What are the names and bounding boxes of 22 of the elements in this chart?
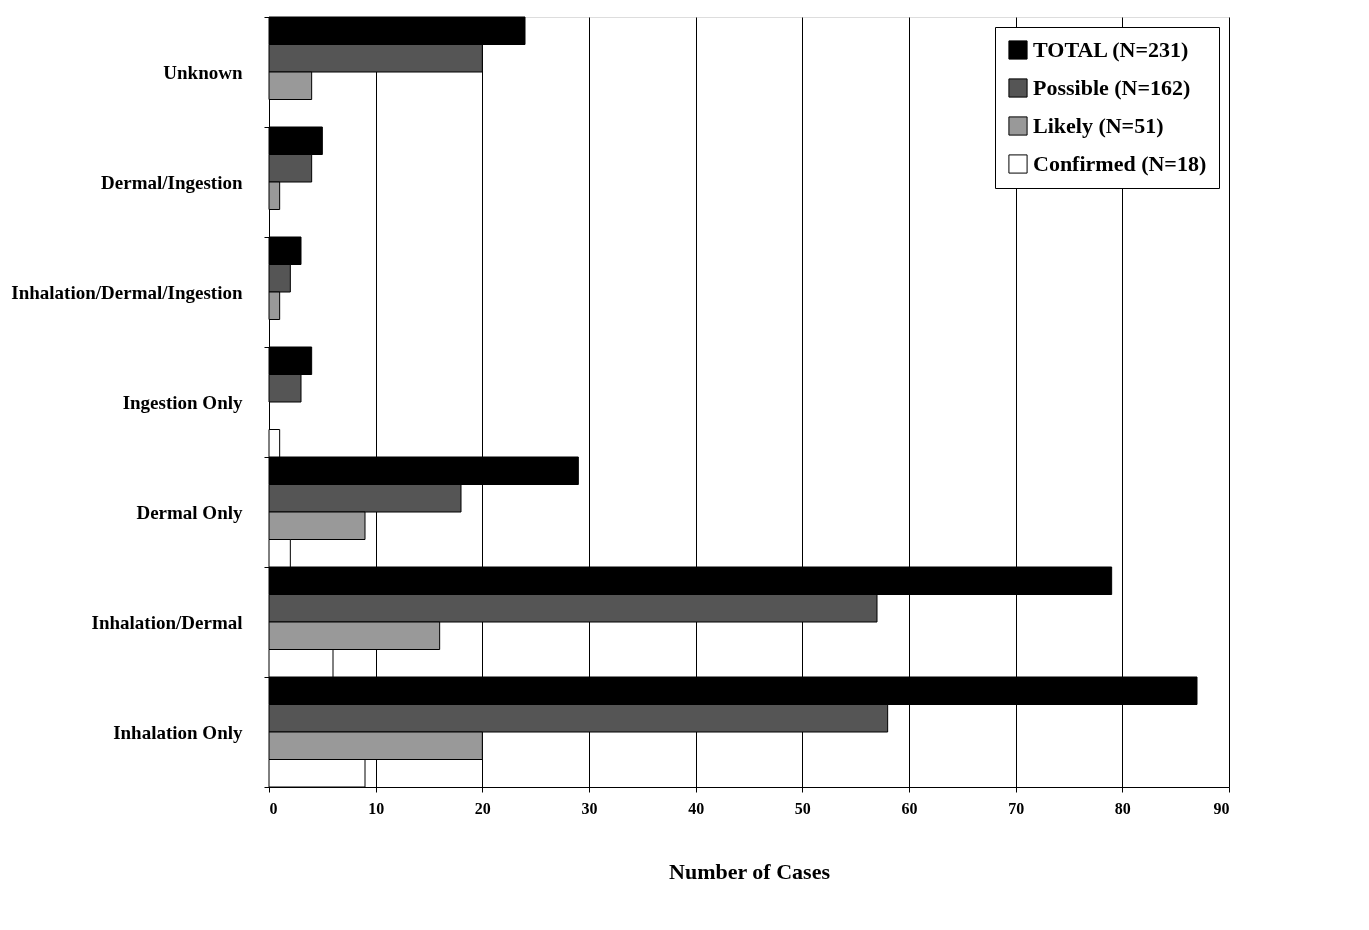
x-axis-title: Number of Cases — [669, 858, 831, 884]
y-tick-label: Inhalation/Dermal/Ingestion — [11, 281, 243, 303]
legend-label: TOTAL (N=231) — [1033, 37, 1189, 62]
x-tick-label: 50 — [794, 799, 811, 817]
x-tick-label: 60 — [901, 799, 918, 817]
x-tick-label: 80 — [1114, 799, 1131, 817]
x-tick-label: 30 — [581, 799, 598, 817]
x-tick-label: 90 — [1213, 799, 1230, 817]
y-tick-label: Ingestion Only — [122, 391, 243, 413]
x-tick-label: 40 — [688, 799, 705, 817]
y-tick-label: Unknown — [163, 61, 243, 83]
legend-label: Likely (N=51) — [1033, 113, 1164, 138]
legend-label: Possible (N=162) — [1033, 75, 1191, 100]
y-tick-label: Inhalation Only — [113, 721, 243, 743]
x-tick-label: 10 — [368, 799, 385, 817]
x-tick-label: 20 — [474, 799, 491, 817]
y-tick-label: Dermal Only — [136, 501, 243, 523]
y-tick-label: Inhalation/Dermal — [91, 611, 243, 633]
x-tick-label: 0 — [269, 799, 278, 817]
y-tick-label: Dermal/Ingestion — [101, 171, 243, 193]
x-tick-label: 70 — [1008, 799, 1025, 817]
legend-label: Confirmed (N=18) — [1033, 151, 1207, 176]
